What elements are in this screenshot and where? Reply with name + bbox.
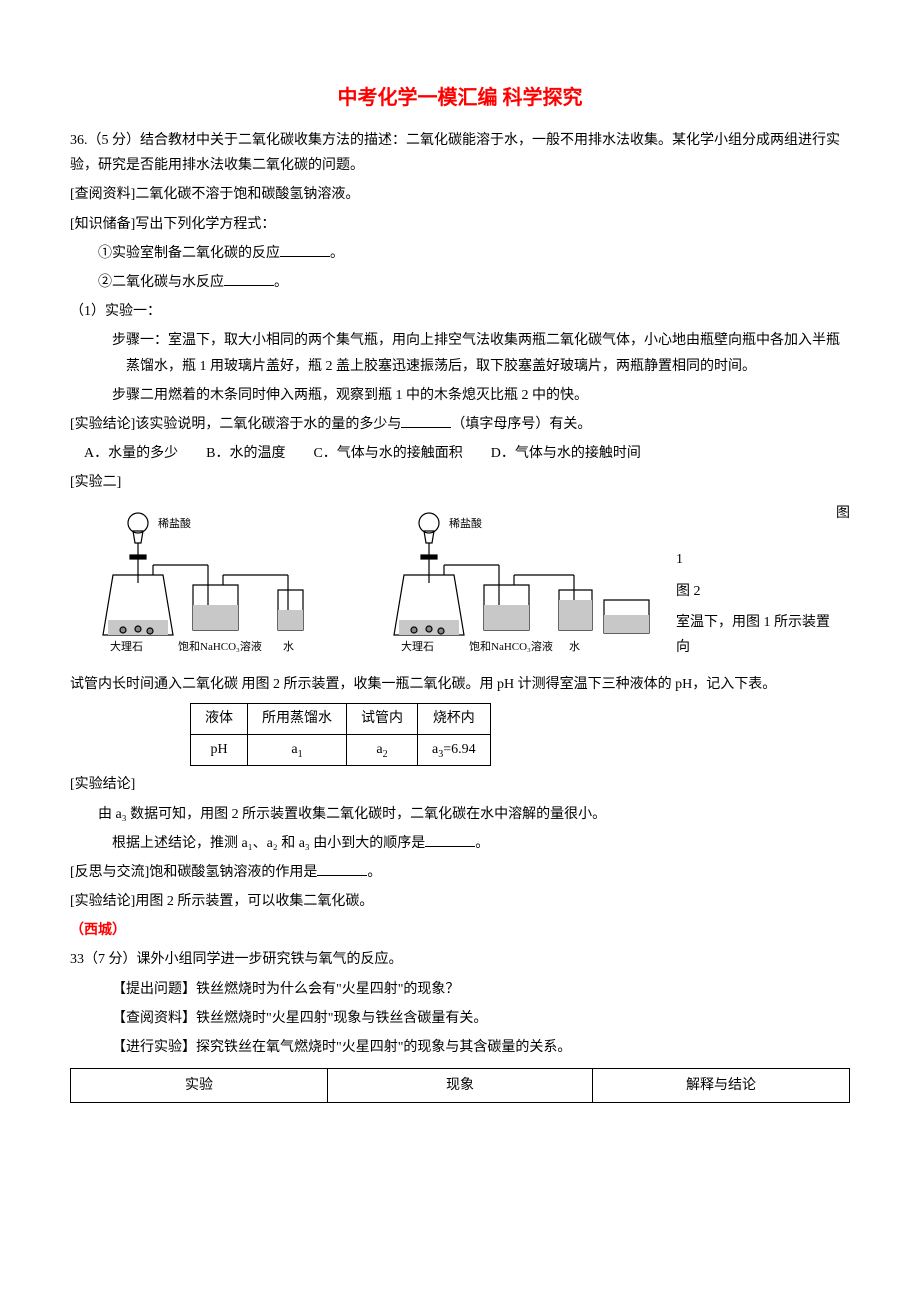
q36-step1: 步骤一：室温下，取大小相同的两个集气瓶，用向上排空气法收集两瓶二氧化碳气体，小心… <box>70 328 850 378</box>
label-nahco3: 饱和NaHCO₃溶液 <box>178 639 262 653</box>
apparatus-2-svg: 稀盐酸 大理石 饱和NaHCO₃溶液 水 <box>374 505 664 655</box>
xicheng-label: （西城） <box>70 918 850 943</box>
th-liquid: 液体 <box>191 704 248 734</box>
fig-tu: 图 <box>836 501 850 526</box>
q36-lookup: [查阅资料]二氧化碳不溶于饱和碳酸氢钠溶液。 <box>70 182 850 207</box>
blank <box>224 272 274 286</box>
diagram-1: 稀盐酸 大理石 饱和NaHCO₃溶液 水 <box>70 501 366 659</box>
diagram-2: 稀盐酸 大理石 饱和NaHCO₃溶液 水 <box>366 501 672 659</box>
th-distilled: 所用蒸馏水 <box>248 704 347 734</box>
q33-header: 33（7 分）课外小组同学进一步研究铁与氧气的反应。 <box>70 947 850 972</box>
q36-header: 36.（5 分）结合教材中关于二氧化碳收集方法的描述：二氧化碳能溶于水，一般不用… <box>70 128 850 178</box>
q33-do-exp: 【进行实验】探究铁丝在氧气燃烧时"火星四射"的现象与其含碳量的关系。 <box>70 1035 850 1060</box>
blank <box>280 243 330 257</box>
q36-exp2-text-b: 试管内长时间通入二氧化碳 用图 2 所示装置，收集一瓶二氧化碳。用 pH 计测得… <box>70 672 850 697</box>
td-ph: pH <box>191 734 248 766</box>
label-nahco3-2: 饱和NaHCO₃溶液 <box>469 639 553 653</box>
q36-step2: 步骤二用燃着的木条同时伸入两瓶，观察到瓶 1 中的木条熄灭比瓶 2 中的快。 <box>70 383 850 408</box>
reflect-end: 。 <box>367 865 381 880</box>
label-water: 水 <box>283 640 294 653</box>
q36-conclusion1: [实验结论]该实验说明，二氧化碳溶于水的量的多少与 （填字母序号）有关。 <box>70 412 850 437</box>
td-a3: a3=6.94 <box>418 734 491 766</box>
td-a1: a1 <box>248 734 347 766</box>
apparatus-1-svg: 稀盐酸 大理石 饱和NaHCO₃溶液 水 <box>78 505 358 655</box>
label-water-2: 水 <box>569 640 580 653</box>
eq2-text: ②二氧化碳与水反应 <box>98 275 224 290</box>
q36-options: A．水量的多少 B．水的温度 C．气体与水的接触面积 D．气体与水的接触时间 <box>70 441 850 466</box>
label-marble: 大理石 <box>110 639 143 653</box>
q33-ask: 【提出问题】铁丝燃烧时为什么会有"火星四射"的现象？ <box>70 977 850 1002</box>
figure-labels: 1 图 2 室温下，用图 1 所示装置向 <box>676 501 836 666</box>
q36-conclusion2-b: 根据上述结论，推测 a₁、a₂ 和 a₃ 由小到大的顺序是 。 <box>70 831 850 856</box>
q36-eq1: ①实验室制备二氧化碳的反应 。 <box>70 241 850 266</box>
th-beaker: 烧杯内 <box>418 704 491 734</box>
label-marble-2: 大理石 <box>401 639 434 653</box>
q36-final: [实验结论]用图 2 所示装置，可以收集二氧化碳。 <box>70 889 850 914</box>
eq1-text: ①实验室制备二氧化碳的反应 <box>98 246 280 261</box>
blank <box>425 833 475 847</box>
diagram-row: 稀盐酸 大理石 饱和NaHCO₃溶液 水 <box>70 501 850 666</box>
fig1-num: 1 <box>676 547 836 572</box>
blank <box>401 414 451 428</box>
label-acid-2: 稀盐酸 <box>449 516 482 530</box>
q36-conclusion2-head: [实验结论] <box>70 772 850 797</box>
q36-exp1-head: （1）实验一： <box>70 299 850 324</box>
eq2-end: 。 <box>274 275 288 290</box>
table-row: pH a1 a2 a3=6.94 <box>191 734 491 766</box>
reflect-text: [反思与交流]饱和碳酸氢钠溶液的作用是 <box>70 865 317 880</box>
q36-conclusion2-a: 由 a₃ 数据可知，用图 2 所示装置收集二氧化碳时，二氧化碳在水中溶解的量很小… <box>70 802 850 827</box>
conclusion2b-end: 。 <box>475 836 489 851</box>
exp2-text-a: 室温下，用图 1 所示装置向 <box>676 610 836 660</box>
fig2-label: 图 2 <box>676 579 836 604</box>
td-a2: a2 <box>347 734 418 766</box>
experiment-table: 实验 现象 解释与结论 <box>70 1068 850 1103</box>
ph-table: 液体 所用蒸馏水 试管内 烧杯内 pH a1 a2 a3=6.94 <box>190 703 491 766</box>
conclusion1-text: [实验结论]该实验说明，二氧化碳溶于水的量的多少与 <box>70 417 401 432</box>
table-row: 液体 所用蒸馏水 试管内 烧杯内 <box>191 704 491 734</box>
conclusion1-end: （填字母序号）有关。 <box>451 417 591 432</box>
page-title: 中考化学一模汇编 科学探究 <box>70 80 850 116</box>
th-experiment: 实验 <box>71 1069 328 1103</box>
q36-eq2: ②二氧化碳与水反应 。 <box>70 270 850 295</box>
label-acid: 稀盐酸 <box>158 516 191 530</box>
q33-lookup: 【查阅资料】铁丝燃烧时"火星四射"现象与铁丝含碳量有关。 <box>70 1006 850 1031</box>
eq1-end: 。 <box>330 246 344 261</box>
q36-reflect: [反思与交流]饱和碳酸氢钠溶液的作用是 。 <box>70 860 850 885</box>
th-phenomenon: 现象 <box>328 1069 593 1103</box>
table-row: 实验 现象 解释与结论 <box>71 1069 850 1103</box>
th-explanation: 解释与结论 <box>592 1069 849 1103</box>
q36-exp2-head: [实验二] <box>70 470 850 495</box>
q36-knowledge-head: [知识储备]写出下列化学方程式： <box>70 212 850 237</box>
th-tube: 试管内 <box>347 704 418 734</box>
conclusion2b-text: 根据上述结论，推测 a₁、a₂ 和 a₃ 由小到大的顺序是 <box>112 836 425 851</box>
blank <box>317 862 367 876</box>
